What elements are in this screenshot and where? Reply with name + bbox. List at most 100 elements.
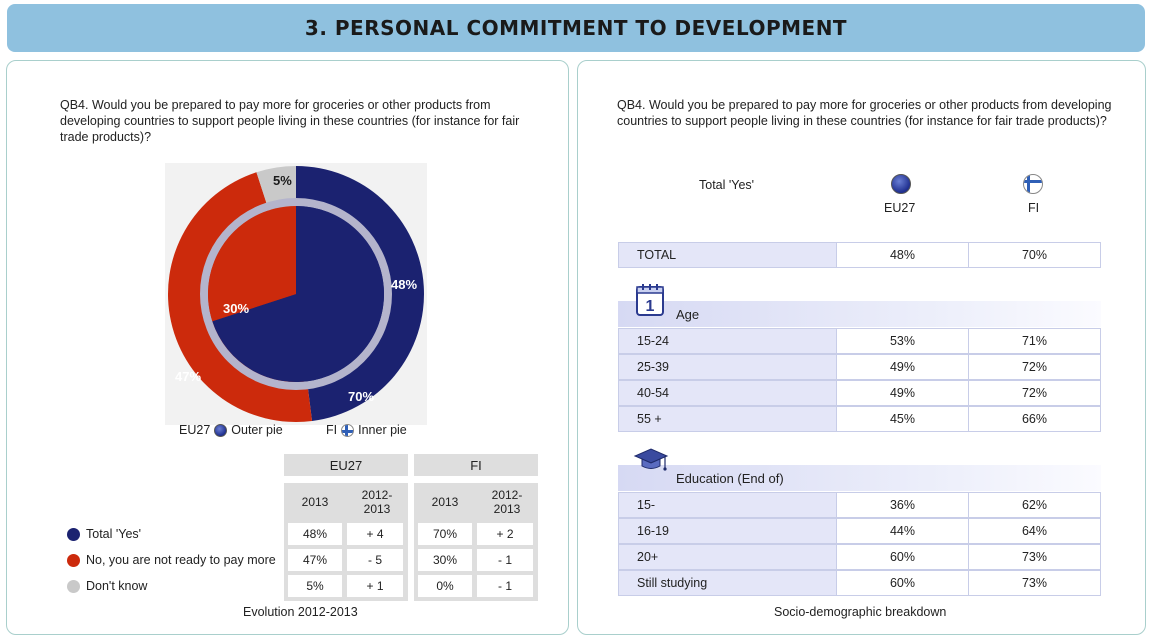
yes-dot-icon	[67, 527, 80, 541]
cell-fi-evo: + 2	[477, 523, 533, 545]
fi-flag-icon	[341, 423, 355, 437]
label-inner-yes: 70%	[348, 389, 375, 404]
row-label: No, you are not ready to pay more	[86, 553, 276, 567]
row-label: 16-19	[619, 519, 836, 543]
row-eu: 49%	[836, 381, 968, 405]
row-eu: 49%	[836, 355, 968, 379]
row-fi: 71%	[968, 329, 1100, 353]
row-fi: 73%	[968, 545, 1100, 569]
evo-row-yes: Total 'Yes'	[67, 523, 141, 545]
cell-fi-2013: 70%	[418, 523, 472, 545]
question-text: QB4. Would you be prepared to pay more f…	[617, 98, 1112, 128]
row-eu: 36%	[836, 493, 968, 517]
no-dot-icon	[67, 553, 80, 567]
page-title: 3. PERSONAL COMMITMENT TO DEVELOPMENT	[304, 16, 848, 40]
evo-group-eu: EU27	[284, 454, 408, 476]
col-fi: FI	[1028, 201, 1040, 215]
inner-pie	[200, 198, 392, 390]
legend-eu-desc: Outer pie	[231, 423, 283, 437]
pie-chart: 48% 47% 5% 70% 30%	[165, 163, 427, 425]
row-label: TOTAL	[619, 243, 836, 267]
cell-fi-evo: - 1	[477, 549, 533, 571]
eu-flag-icon	[214, 423, 228, 437]
cell-eu-2013: 48%	[288, 523, 342, 545]
age-row: 25-39 49% 72%	[618, 354, 1101, 380]
row-label: 20+	[619, 545, 836, 569]
evo-group-fi: FI	[414, 454, 538, 476]
page-header: 3. PERSONAL COMMITMENT TO DEVELOPMENT	[7, 4, 1145, 52]
breakdown-panel: QB4. Would you be prepared to pay more f…	[577, 60, 1146, 635]
row-fi: 64%	[968, 519, 1100, 543]
eu-flag-icon	[891, 174, 911, 194]
pie-svg	[165, 163, 427, 425]
row-eu: 48%	[836, 243, 968, 267]
education-row: 15- 36% 62%	[618, 492, 1101, 518]
legend-fi: FI Inner pie	[326, 423, 407, 437]
row-fi: 66%	[968, 407, 1100, 431]
inner-slice-1	[208, 206, 296, 322]
row-fi: 72%	[968, 355, 1100, 379]
inner-slice-0	[212, 206, 384, 382]
chart-panel: QB4. Would you be prepared to pay more f…	[6, 60, 569, 635]
evo-fi-2013: 2013	[414, 483, 476, 520]
row-eu: 44%	[836, 519, 968, 543]
row-eu: 45%	[836, 407, 968, 431]
age-section-header: Age	[618, 301, 1101, 327]
evo-row-no: No, you are not ready to pay more	[67, 549, 276, 571]
legend-eu-label: EU27	[179, 423, 211, 437]
cell-eu-2013: 5%	[288, 575, 342, 597]
dk-dot-icon	[67, 579, 80, 593]
breakdown-caption: Socio-demographic breakdown	[774, 605, 947, 619]
education-section-header: Education (End of)	[618, 465, 1101, 491]
row-eu: 60%	[836, 545, 968, 569]
evo-eu-2013: 2013	[284, 483, 346, 520]
row-label: Total 'Yes'	[86, 527, 142, 541]
evo-caption: Evolution 2012-2013	[243, 605, 358, 619]
cell-fi-evo: - 1	[477, 575, 533, 597]
total-row: TOTAL 48% 70%	[618, 242, 1101, 268]
col-eu: EU27	[884, 201, 916, 215]
label-outer-dk: 5%	[273, 173, 292, 188]
row-label: 15-	[619, 493, 836, 517]
legend-eu: EU27 Outer pie	[179, 423, 283, 437]
calendar-digit: 1	[646, 298, 655, 315]
legend-fi-label: FI	[326, 423, 338, 437]
evo-fi-change: 2012- 2013	[476, 483, 538, 520]
age-row: 15-24 53% 71%	[618, 328, 1101, 354]
row-label: 25-39	[619, 355, 836, 379]
graduation-cap-icon	[633, 446, 669, 476]
row-eu: 60%	[836, 571, 968, 595]
total-yes-label: Total 'Yes'	[699, 178, 755, 192]
row-fi: 62%	[968, 493, 1100, 517]
education-title: Education (End of)	[676, 470, 784, 486]
row-label: Still studying	[619, 571, 836, 595]
row-label: 15-24	[619, 329, 836, 353]
row-label: 55 +	[619, 407, 836, 431]
education-row: Still studying 60% 73%	[618, 570, 1101, 596]
row-eu: 53%	[836, 329, 968, 353]
evo-row-dk: Don't know	[67, 575, 147, 597]
cell-fi-2013: 30%	[418, 549, 472, 571]
cell-eu-2013: 47%	[288, 549, 342, 571]
label-outer-yes: 48%	[391, 277, 418, 292]
legend-fi-desc: Inner pie	[358, 423, 407, 437]
age-row: 55 + 45% 66%	[618, 406, 1101, 432]
question-text: QB4. Would you be prepared to pay more f…	[60, 98, 520, 144]
age-title: Age	[676, 306, 700, 322]
cell-eu-evo: + 4	[347, 523, 403, 545]
fi-flag-icon	[1023, 174, 1043, 194]
calendar-icon: 1	[635, 282, 665, 316]
row-fi: 70%	[968, 243, 1100, 267]
inner-pie-ring	[200, 198, 392, 390]
education-row: 16-19 44% 64%	[618, 518, 1101, 544]
row-fi: 73%	[968, 571, 1100, 595]
row-fi: 72%	[968, 381, 1100, 405]
education-row: 20+ 60% 73%	[618, 544, 1101, 570]
cell-eu-evo: - 5	[347, 549, 403, 571]
label-outer-no: 47%	[175, 369, 202, 384]
evo-eu-change: 2012- 2013	[346, 483, 408, 520]
cell-eu-evo: + 1	[347, 575, 403, 597]
cell-fi-2013: 0%	[418, 575, 472, 597]
row-label: 40-54	[619, 381, 836, 405]
row-label: Don't know	[86, 579, 148, 593]
